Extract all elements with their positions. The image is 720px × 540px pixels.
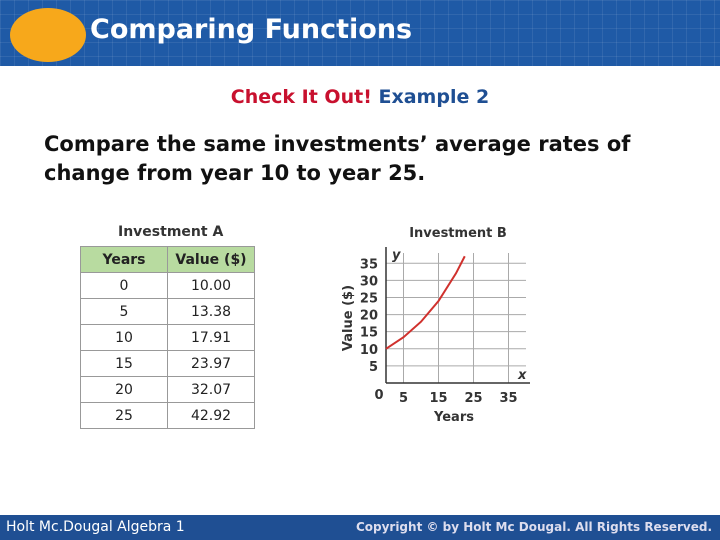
column-header: Years xyxy=(80,246,168,273)
y-tick-label: 25 xyxy=(360,291,378,306)
table-cell: 10.00 xyxy=(167,272,255,299)
y-axis-label: Value ($) xyxy=(341,285,356,351)
y-tick-label: 35 xyxy=(360,257,378,272)
table-cell: 13.38 xyxy=(167,298,255,325)
y-tick-label: 10 xyxy=(360,343,378,358)
y-tick-label: 15 xyxy=(360,326,378,341)
table-cell: 25 xyxy=(80,402,168,429)
x-tick-label: 35 xyxy=(499,391,517,406)
table-row: 20 32.07 xyxy=(80,376,255,403)
table-row: 15 23.97 xyxy=(80,350,255,377)
table-row: 0 10.00 xyxy=(80,272,255,299)
line-series xyxy=(385,255,466,350)
x-axis-letter: x xyxy=(517,368,527,383)
check-label: Check It Out! xyxy=(230,86,372,108)
x-tick-label: 15 xyxy=(429,391,447,406)
x-axis-label: Years xyxy=(433,410,474,425)
y-tick-label: 20 xyxy=(360,309,378,324)
table-cell: 15 xyxy=(80,350,168,377)
table-row: 25 42.92 xyxy=(80,402,255,429)
table: Years Value ($) 0 10.00 5 13.38 10 17.91 15 23.97… xyxy=(80,246,255,429)
table-row: 5 13.38 xyxy=(80,298,255,325)
table-cell: 0 xyxy=(80,272,168,299)
footer: Holt Mc.Dougal Algebra 1 Copyright © by H… xyxy=(0,515,720,540)
table-cell: 17.91 xyxy=(167,324,255,351)
table-row: 10 17.91 xyxy=(80,324,255,351)
table-cell: 32.07 xyxy=(167,376,255,403)
table-title: Investment A xyxy=(118,224,224,240)
chart-title: Investment B xyxy=(409,226,507,241)
footer-left: Holt Mc.Dougal Algebra 1 xyxy=(6,519,185,535)
column-header: Value ($) xyxy=(167,246,255,273)
y-axis-letter: y xyxy=(392,248,401,263)
table-cell: 5 xyxy=(80,298,168,325)
table-cell: 20 xyxy=(80,376,168,403)
footer-right: Copyright © by Holt Mc Dougal. All Right… xyxy=(355,520,712,534)
origin-label: 0 xyxy=(374,388,383,403)
header-row: Years Value ($) xyxy=(80,246,255,273)
table-cell: 23.97 xyxy=(167,350,255,377)
header-band xyxy=(0,0,720,66)
y-tick-label: 30 xyxy=(360,274,378,289)
body-text: Compare the same investments’ average ra… xyxy=(44,132,631,185)
y-tick-label: 5 xyxy=(369,360,378,375)
x-tick-label: 25 xyxy=(464,391,482,406)
example-label: Example 2 xyxy=(378,86,490,108)
x-tick-label: 5 xyxy=(399,391,408,406)
table-cell: 42.92 xyxy=(167,402,255,429)
slide-title: Comparing Functions xyxy=(90,14,413,45)
subtitle: Check It Out! Example 2 xyxy=(0,86,720,108)
header-oval xyxy=(10,8,86,62)
